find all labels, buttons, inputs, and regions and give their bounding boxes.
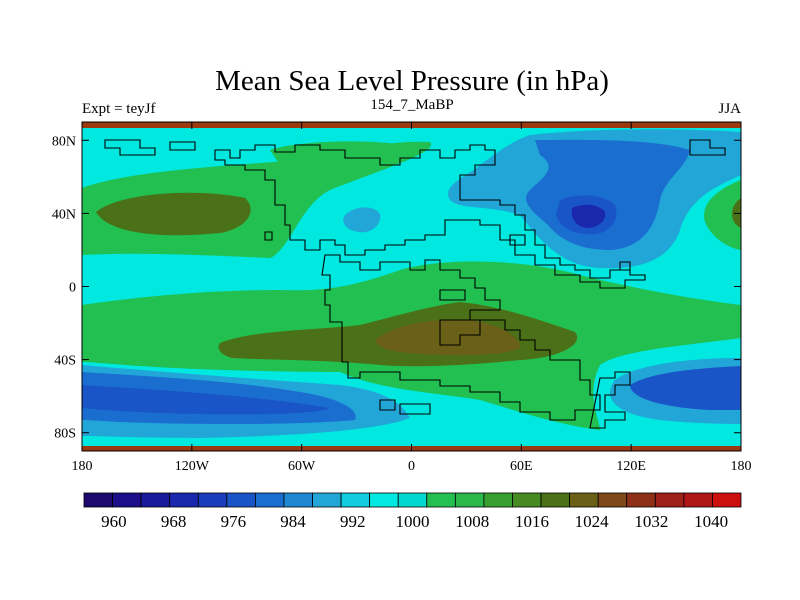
colorbar-swatch — [626, 492, 656, 508]
colorbar-swatch — [454, 492, 485, 508]
colorbar-label: 1008 — [455, 512, 489, 531]
colorbar-swatch — [540, 492, 571, 508]
y-tick-label: 80N — [52, 134, 76, 149]
x-tick-label: 60E — [510, 459, 533, 474]
field-southern-low-976 — [82, 385, 330, 415]
x-tick-label: 180 — [731, 459, 752, 474]
colorbar-swatch — [369, 492, 399, 508]
map-plot — [82, 122, 741, 451]
y-tick-label: 40S — [54, 354, 76, 369]
colorbar-swatch — [112, 492, 142, 508]
coastlines — [104, 139, 726, 429]
y-axis: 80N 40N 0 40S 80S — [52, 134, 741, 442]
colorbar-swatch — [569, 492, 599, 508]
field-southern-east-low-984 — [630, 366, 741, 410]
colorbar-swatch — [654, 492, 685, 508]
coastline-interior-south — [439, 289, 481, 346]
chart-title: Mean Sea Level Pressure (in hPa) — [215, 65, 609, 97]
coastline-island-small-1 — [264, 231, 631, 271]
subtitle-left: Expt = teyJf — [82, 101, 155, 117]
subtitle-right: JJA — [718, 101, 741, 117]
colorbar-swatch — [312, 492, 342, 508]
colorbar: 960 968 976 984 992 1000 1008 1016 1024 1032 1040 — [83, 492, 742, 531]
colorbar-label: 976 — [221, 512, 247, 531]
x-tick-label: 120E — [616, 459, 646, 474]
colorbar-swatch — [512, 492, 542, 508]
field-north-high-1016 — [96, 192, 251, 236]
field-south-high-1020 — [375, 319, 520, 356]
colorbar-swatch — [140, 492, 171, 508]
coastline-southern-continent — [321, 254, 601, 421]
y-tick-label: 0 — [69, 281, 76, 296]
colorbar-swatch — [683, 492, 713, 508]
colorbar-swatch — [340, 492, 371, 508]
x-tick-label: 0 — [408, 459, 415, 474]
colorbar-swatch — [254, 492, 285, 508]
colorbar-label: 1032 — [634, 512, 668, 531]
colorbar-swatch — [169, 492, 199, 508]
colorbar-label: 984 — [280, 512, 306, 531]
colorbar-label: 992 — [340, 512, 366, 531]
x-tick-label: 180 — [72, 459, 93, 474]
colorbar-swatch — [283, 492, 313, 508]
colorbar-label: 1024 — [575, 512, 610, 531]
field-north-central-high — [270, 141, 420, 180]
colorbar-label: 1040 — [694, 512, 728, 531]
coastline-islands-nw — [104, 139, 196, 156]
colorbar-swatch — [597, 492, 628, 508]
colorbar-swatch — [83, 492, 113, 508]
field-north-low-976 — [571, 204, 606, 228]
coastline-islands-east — [379, 371, 631, 429]
colorbar-label: 1000 — [396, 512, 430, 531]
coastline-north-east-arctic — [689, 139, 726, 156]
coastline-northern-continent — [214, 144, 646, 289]
colorbar-swatch — [483, 492, 513, 508]
x-axis: 180 120W 60W 0 60E 120E 180 — [72, 122, 752, 474]
colorbar-swatch — [426, 492, 456, 508]
colorbar-swatch — [397, 492, 428, 508]
x-tick-label: 120W — [175, 459, 210, 474]
colorbar-label: 968 — [161, 512, 187, 531]
y-tick-label: 80S — [54, 427, 76, 442]
colorbar-label: 960 — [101, 512, 127, 531]
field-north-east-high — [704, 180, 741, 250]
y-tick-label: 40N — [52, 207, 76, 222]
x-tick-label: 60W — [288, 459, 316, 474]
field-north-low-patch-1000 — [343, 207, 381, 233]
colorbar-swatch — [712, 492, 742, 508]
colorbar-label: 1016 — [515, 512, 549, 531]
colorbar-swatch — [226, 492, 256, 508]
colorbar-swatch — [197, 492, 228, 508]
subtitle-center: 154_7_MaBP — [370, 97, 453, 113]
